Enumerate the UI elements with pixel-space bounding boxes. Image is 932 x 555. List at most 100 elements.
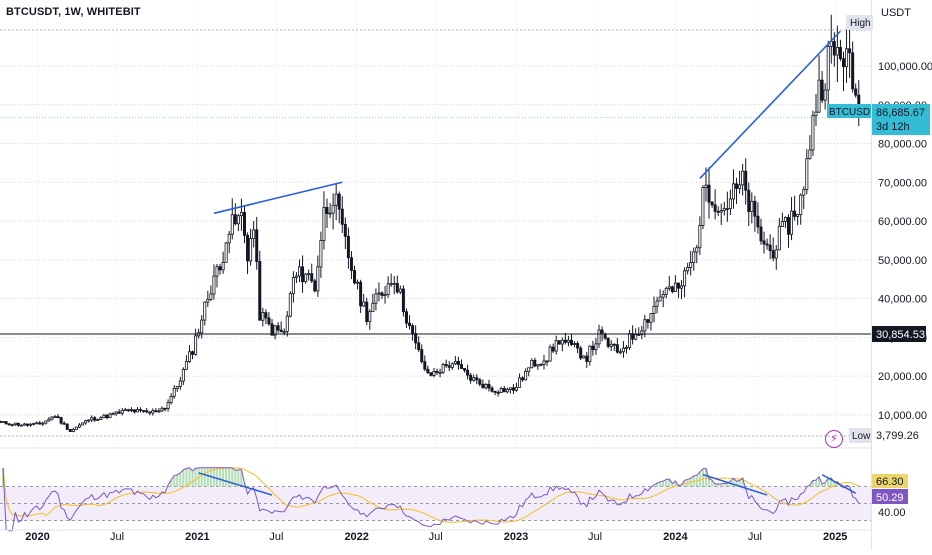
candle bbox=[456, 356, 460, 370]
candle-body bbox=[395, 282, 399, 293]
candle-body bbox=[172, 388, 176, 397]
candle-body bbox=[59, 417, 63, 424]
rsi-ma-value: 50.29 bbox=[876, 492, 904, 504]
candle-body bbox=[545, 360, 549, 363]
candle bbox=[71, 427, 75, 433]
y-tick-label: 60,000.00 bbox=[878, 216, 927, 228]
candle bbox=[612, 343, 616, 351]
candle bbox=[273, 325, 277, 340]
candle bbox=[194, 328, 198, 356]
candle bbox=[386, 276, 390, 298]
candle bbox=[120, 408, 124, 416]
candle-body bbox=[664, 287, 668, 295]
candle-body bbox=[209, 293, 213, 300]
candle bbox=[463, 368, 467, 373]
candle-body bbox=[264, 312, 268, 319]
candle-body bbox=[126, 409, 130, 412]
candle-body bbox=[505, 389, 509, 393]
candle bbox=[252, 220, 256, 248]
candle-body bbox=[530, 359, 534, 369]
candle bbox=[695, 244, 699, 264]
candle-body bbox=[713, 204, 717, 212]
candle bbox=[735, 177, 739, 204]
candle-body bbox=[411, 325, 415, 334]
candle-body bbox=[301, 266, 305, 283]
candle bbox=[148, 411, 152, 416]
candle-body bbox=[359, 281, 363, 307]
candle bbox=[261, 307, 265, 327]
candle-body bbox=[276, 325, 280, 331]
candle bbox=[129, 407, 133, 413]
candle bbox=[713, 189, 717, 220]
candle bbox=[77, 423, 81, 429]
x-tick-label: 2020 bbox=[25, 531, 49, 543]
candle-body bbox=[536, 364, 540, 367]
candle-body bbox=[802, 189, 806, 196]
candle-body bbox=[848, 48, 852, 54]
current-symbol-badge bbox=[827, 104, 872, 118]
currency-label[interactable]: USDT bbox=[881, 7, 911, 19]
candle bbox=[377, 282, 381, 302]
rsi-badge bbox=[872, 474, 908, 488]
candle-body bbox=[661, 293, 665, 298]
candle-body bbox=[719, 210, 723, 213]
candle bbox=[771, 237, 775, 262]
candle-body bbox=[0, 421, 2, 423]
candle-body bbox=[331, 204, 335, 214]
candle bbox=[597, 324, 601, 348]
candle bbox=[521, 376, 525, 382]
candle-body bbox=[99, 417, 103, 420]
candle-body bbox=[1, 421, 5, 423]
candle-body bbox=[514, 386, 518, 391]
candle-body bbox=[573, 343, 577, 345]
candle-body bbox=[832, 41, 836, 56]
candle bbox=[93, 416, 97, 422]
candle bbox=[851, 41, 855, 93]
candle bbox=[163, 407, 167, 412]
candle-body bbox=[704, 184, 708, 188]
candle-body bbox=[615, 344, 619, 353]
candle-body bbox=[84, 420, 88, 424]
candle bbox=[811, 110, 815, 156]
candle-body bbox=[132, 409, 136, 413]
candle-body bbox=[4, 421, 8, 425]
candle-body bbox=[29, 423, 33, 426]
candle bbox=[542, 354, 546, 370]
candle-body bbox=[551, 346, 555, 352]
candle-body bbox=[19, 424, 23, 427]
candle bbox=[166, 399, 170, 412]
candle bbox=[640, 325, 644, 340]
candle-body bbox=[838, 47, 842, 60]
candle-body bbox=[203, 301, 207, 321]
candle-body bbox=[349, 257, 353, 271]
candle-body bbox=[588, 345, 592, 362]
candle-body bbox=[380, 292, 384, 296]
candle bbox=[478, 377, 482, 387]
candle-body bbox=[459, 364, 463, 369]
candle bbox=[267, 312, 271, 326]
lightning-icon[interactable]: ⚡︎ bbox=[825, 430, 843, 448]
candle bbox=[90, 415, 94, 423]
candle bbox=[652, 296, 656, 323]
candle bbox=[239, 198, 243, 231]
candle-body bbox=[438, 371, 442, 374]
candle-body bbox=[502, 387, 506, 393]
candle-body bbox=[469, 374, 473, 381]
candle bbox=[759, 218, 763, 245]
candle-body bbox=[206, 298, 210, 303]
candle bbox=[475, 374, 479, 385]
candle-body bbox=[716, 211, 720, 213]
candle-body bbox=[698, 225, 702, 249]
candle bbox=[857, 80, 861, 127]
low-badge bbox=[849, 428, 871, 443]
candle-body bbox=[738, 184, 742, 189]
candle bbox=[738, 170, 742, 194]
candle bbox=[658, 289, 662, 302]
candle bbox=[673, 275, 677, 292]
candle bbox=[514, 382, 518, 392]
candle bbox=[258, 250, 262, 321]
candle-body bbox=[194, 335, 198, 355]
x-tick-label: Jul bbox=[748, 531, 762, 543]
symbol-title[interactable]: BTCUSDT, 1W, WHITEBIT bbox=[6, 6, 141, 18]
